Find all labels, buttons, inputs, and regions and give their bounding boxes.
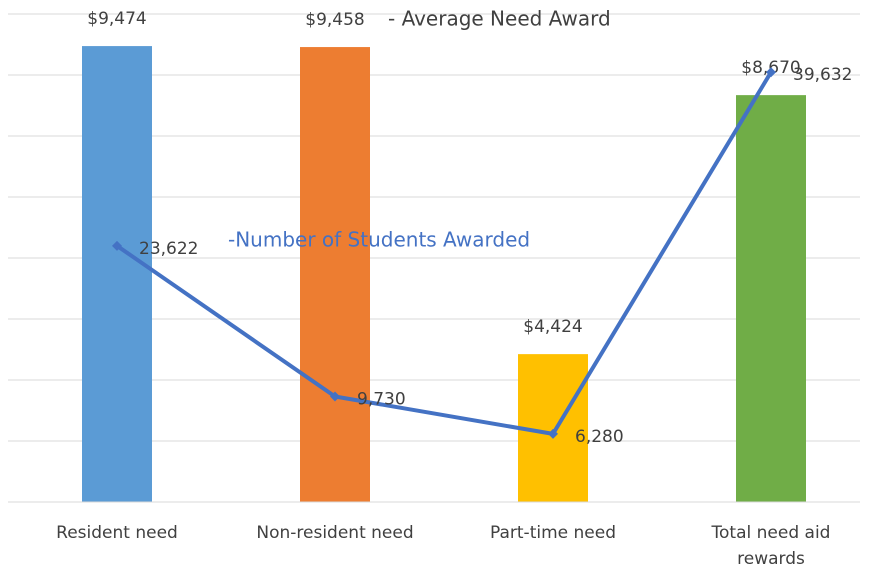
bar-value-label: $9,458 xyxy=(305,10,364,30)
line-marker xyxy=(330,391,340,402)
line-marker xyxy=(548,428,558,439)
line-value-label: 23,622 xyxy=(139,239,198,259)
x-tick-label: Part-time need xyxy=(490,523,616,543)
line-value-label: 39,632 xyxy=(793,65,852,85)
x-tick-label: Non-resident need xyxy=(256,523,414,543)
bar-value-label: $4,424 xyxy=(523,317,582,337)
series-label: -Number of Students Awarded xyxy=(228,228,530,252)
x-tick-label: Total need aid rewards xyxy=(711,523,831,569)
line-value-label: 6,280 xyxy=(575,427,624,447)
x-tick-label: Resident need xyxy=(56,523,178,543)
line-marker xyxy=(766,67,776,78)
line-value-label: 9,730 xyxy=(357,389,406,409)
line xyxy=(115,71,773,436)
line-marker xyxy=(112,240,122,251)
bar xyxy=(736,95,806,502)
bar xyxy=(300,47,370,502)
bar xyxy=(82,46,152,502)
series-label: - Average Need Award xyxy=(388,7,611,31)
bar-value-label: $9,474 xyxy=(87,9,146,29)
